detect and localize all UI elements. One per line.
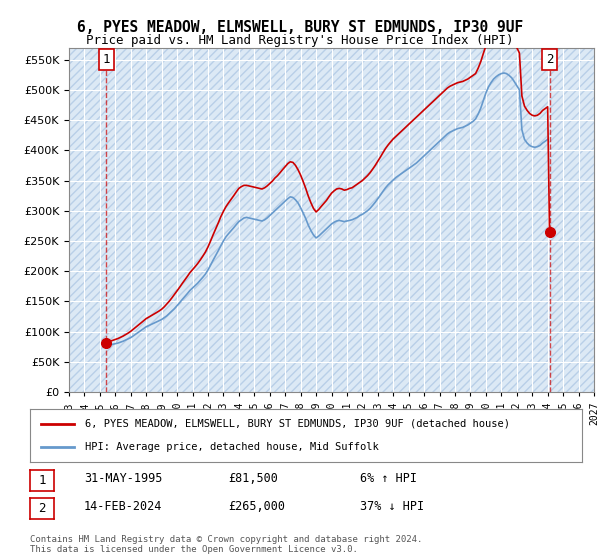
Text: 37% ↓ HPI: 37% ↓ HPI <box>360 500 424 514</box>
Text: 6, PYES MEADOW, ELMSWELL, BURY ST EDMUNDS, IP30 9UF (detached house): 6, PYES MEADOW, ELMSWELL, BURY ST EDMUND… <box>85 419 510 429</box>
Text: 2: 2 <box>546 53 553 66</box>
Text: Contains HM Land Registry data © Crown copyright and database right 2024.
This d: Contains HM Land Registry data © Crown c… <box>30 535 422 554</box>
Text: 6, PYES MEADOW, ELMSWELL, BURY ST EDMUNDS, IP30 9UF: 6, PYES MEADOW, ELMSWELL, BURY ST EDMUND… <box>77 20 523 35</box>
Text: 1: 1 <box>38 474 46 487</box>
Text: £81,500: £81,500 <box>228 472 278 486</box>
Text: 2: 2 <box>38 502 46 515</box>
Text: 31-MAY-1995: 31-MAY-1995 <box>84 472 163 486</box>
Text: HPI: Average price, detached house, Mid Suffolk: HPI: Average price, detached house, Mid … <box>85 442 379 452</box>
Text: £265,000: £265,000 <box>228 500 285 514</box>
Text: 6% ↑ HPI: 6% ↑ HPI <box>360 472 417 486</box>
Text: Price paid vs. HM Land Registry's House Price Index (HPI): Price paid vs. HM Land Registry's House … <box>86 34 514 46</box>
Text: 1: 1 <box>103 53 110 66</box>
Text: 14-FEB-2024: 14-FEB-2024 <box>84 500 163 514</box>
